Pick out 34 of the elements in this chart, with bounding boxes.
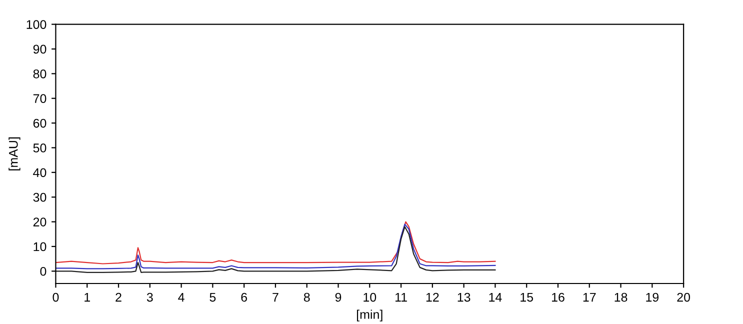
x-axis-title: [min] bbox=[356, 310, 382, 322]
x-tick-label: 20 bbox=[677, 292, 690, 302]
x-tick-label: 6 bbox=[241, 292, 247, 302]
x-tick-label: 2 bbox=[116, 292, 122, 302]
y-tick-label: 40 bbox=[33, 168, 46, 178]
x-tick-label: 3 bbox=[146, 292, 153, 302]
x-tick-label: 17 bbox=[583, 292, 596, 302]
y-tick-label: 10 bbox=[34, 242, 46, 252]
y-tick-label: 0 bbox=[40, 266, 46, 276]
x-tick-label: 9 bbox=[335, 292, 342, 302]
x-tick-label: 10 bbox=[364, 292, 376, 302]
x-tick-label: 7 bbox=[272, 292, 278, 302]
x-tick-label: 16 bbox=[552, 292, 564, 302]
x-tick-label: 5 bbox=[210, 292, 216, 302]
y-tick-label: 20 bbox=[33, 218, 46, 226]
y-tick-label: 60 bbox=[33, 118, 46, 128]
x-tick-label: 12 bbox=[426, 292, 439, 302]
y-tick-label: 100 bbox=[26, 20, 46, 29]
y-tick-label: 80 bbox=[33, 69, 46, 78]
x-tick-label: 15 bbox=[520, 292, 534, 302]
y-axis-title: [mAU] bbox=[8, 137, 20, 170]
x-tick-label: 19 bbox=[646, 292, 659, 302]
x-tick-label: 18 bbox=[614, 292, 628, 302]
x-tick-label: 14 bbox=[489, 292, 502, 302]
x-tick-label: 8 bbox=[304, 292, 310, 302]
x-tick-label: 13 bbox=[458, 292, 470, 302]
y-tick-label: 70 bbox=[33, 94, 46, 104]
y-tick-label: 50 bbox=[33, 144, 46, 152]
y-tick-label: 30 bbox=[33, 192, 46, 202]
x-tick-label: 0 bbox=[52, 292, 59, 302]
x-tick-label: 1 bbox=[84, 292, 90, 302]
x-tick-label: 4 bbox=[178, 292, 184, 302]
y-tick-label: 90 bbox=[33, 44, 46, 54]
x-tick-label: 11 bbox=[395, 292, 407, 302]
